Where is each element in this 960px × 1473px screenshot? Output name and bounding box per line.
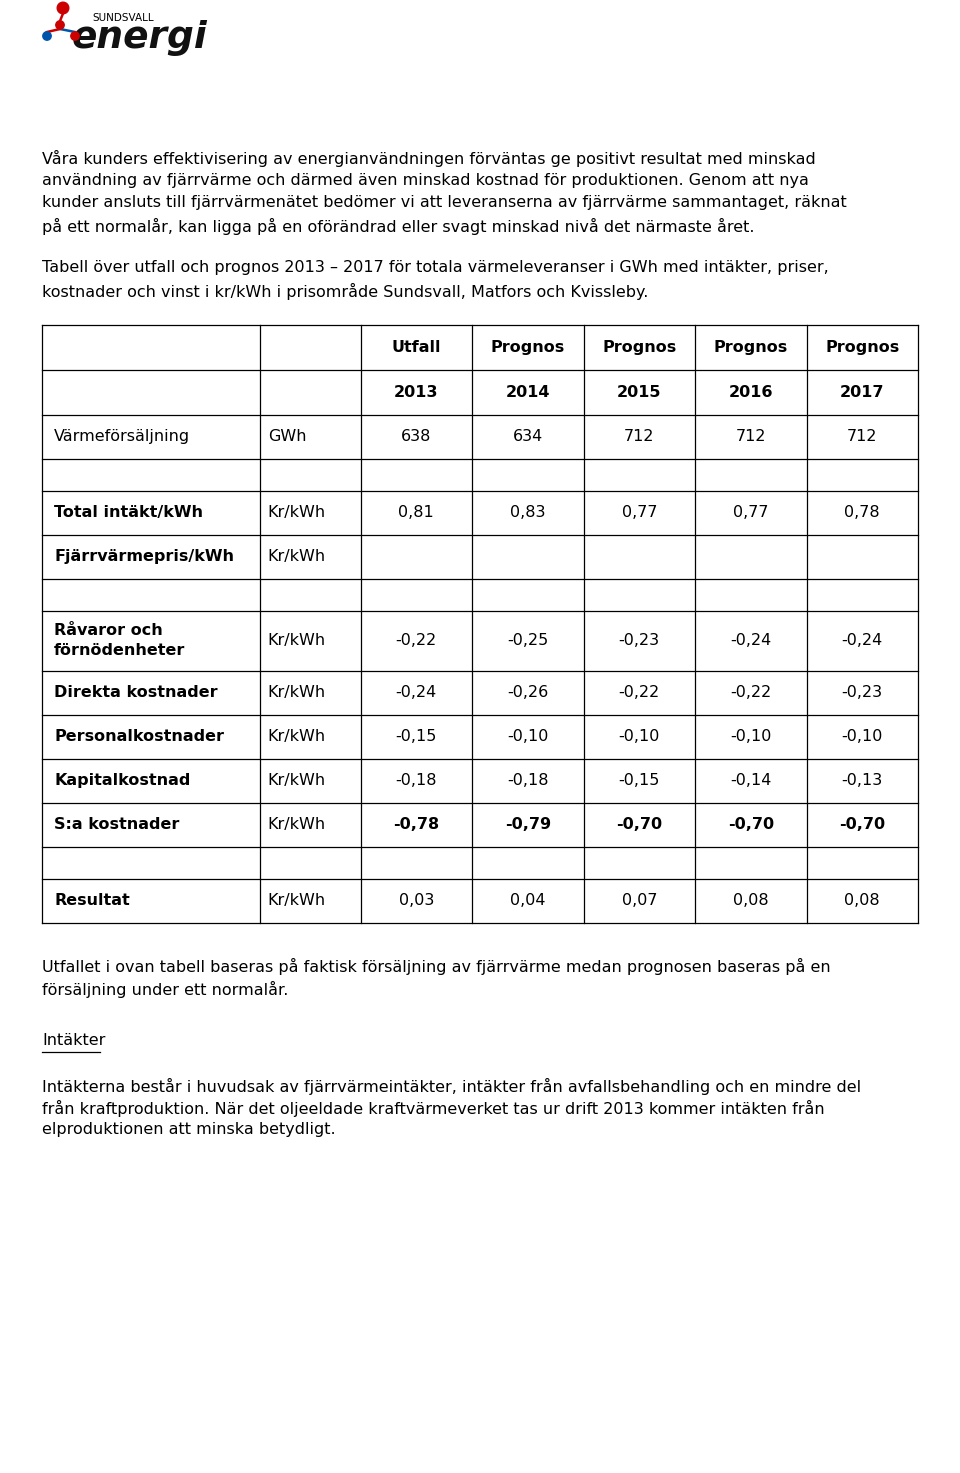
Text: Direkta kostnader: Direkta kostnader	[54, 685, 218, 701]
Text: Kr/kWh: Kr/kWh	[268, 549, 325, 564]
Text: -0,24: -0,24	[396, 685, 437, 701]
Text: 638: 638	[401, 430, 431, 445]
Text: Kr/kWh: Kr/kWh	[268, 505, 325, 520]
Text: Kr/kWh: Kr/kWh	[268, 633, 325, 648]
Text: -0,70: -0,70	[728, 818, 774, 832]
Text: Kr/kWh: Kr/kWh	[268, 894, 325, 909]
Text: Intäkter: Intäkter	[42, 1033, 106, 1047]
Text: SUNDSVALL: SUNDSVALL	[92, 13, 154, 24]
Text: -0,78: -0,78	[394, 818, 440, 832]
Text: -0,25: -0,25	[507, 633, 548, 648]
Text: förnödenheter: förnödenheter	[54, 644, 185, 658]
Text: Fjärrvärmepris/kWh: Fjärrvärmepris/kWh	[54, 549, 234, 564]
Text: -0,23: -0,23	[842, 685, 883, 701]
Text: -0,70: -0,70	[839, 818, 885, 832]
Text: 712: 712	[735, 430, 766, 445]
Circle shape	[56, 21, 64, 29]
Text: -0,15: -0,15	[618, 773, 660, 788]
Text: 0,78: 0,78	[845, 505, 880, 520]
Text: 0,07: 0,07	[621, 894, 657, 909]
Text: Kr/kWh: Kr/kWh	[268, 685, 325, 701]
Text: 0,08: 0,08	[845, 894, 880, 909]
Text: från kraftproduktion. När det oljeeldade kraftvärmeverket tas ur drift 2013 komm: från kraftproduktion. När det oljeeldade…	[42, 1100, 825, 1117]
Text: försäljning under ett normalår.: försäljning under ett normalår.	[42, 981, 288, 997]
Text: -0,10: -0,10	[842, 729, 883, 744]
Text: Prognos: Prognos	[491, 340, 564, 355]
Text: 0,08: 0,08	[732, 894, 769, 909]
Text: Prognos: Prognos	[826, 340, 900, 355]
Text: 2016: 2016	[729, 384, 773, 401]
Text: Utfall: Utfall	[392, 340, 441, 355]
Text: 712: 712	[847, 430, 877, 445]
Text: -0,22: -0,22	[731, 685, 772, 701]
Text: GWh: GWh	[268, 430, 306, 445]
Text: Prognos: Prognos	[713, 340, 788, 355]
Text: -0,18: -0,18	[507, 773, 548, 788]
Text: Utfallet i ovan tabell baseras på faktisk försäljning av fjärrvärme medan progno: Utfallet i ovan tabell baseras på faktis…	[42, 957, 830, 975]
Text: 2017: 2017	[840, 384, 884, 401]
Text: Resultat: Resultat	[54, 894, 130, 909]
Text: S:a kostnader: S:a kostnader	[54, 818, 180, 832]
Text: -0,79: -0,79	[505, 818, 551, 832]
Text: användning av fjärrvärme och därmed även minskad kostnad för produktionen. Genom: användning av fjärrvärme och därmed även…	[42, 172, 809, 187]
Text: på ett normalår, kan ligga på en oförändrad eller svagt minskad nivå det närmast: på ett normalår, kan ligga på en oföränd…	[42, 218, 755, 234]
Text: kostnader och vinst i kr/kWh i prisområde Sundsvall, Matfors och Kvissleby.: kostnader och vinst i kr/kWh i prisområd…	[42, 283, 648, 299]
Text: -0,14: -0,14	[730, 773, 772, 788]
Text: Råvaror och: Råvaror och	[54, 623, 163, 638]
Text: energi: energi	[72, 21, 207, 56]
Text: Kr/kWh: Kr/kWh	[268, 773, 325, 788]
Text: 0,81: 0,81	[398, 505, 434, 520]
Text: 2015: 2015	[617, 384, 661, 401]
Text: 634: 634	[513, 430, 543, 445]
Text: elproduktionen att minska betydligt.: elproduktionen att minska betydligt.	[42, 1122, 336, 1137]
Text: -0,24: -0,24	[842, 633, 883, 648]
Text: 0,04: 0,04	[510, 894, 545, 909]
Text: Kr/kWh: Kr/kWh	[268, 818, 325, 832]
Text: 0,03: 0,03	[398, 894, 434, 909]
Text: Värmeförsäljning: Värmeförsäljning	[54, 430, 190, 445]
Text: Tabell över utfall och prognos 2013 – 2017 för totala värmeleveranser i GWh med : Tabell över utfall och prognos 2013 – 20…	[42, 261, 828, 275]
Text: 2014: 2014	[506, 384, 550, 401]
Text: -0,22: -0,22	[396, 633, 437, 648]
Text: -0,13: -0,13	[842, 773, 883, 788]
Text: Kr/kWh: Kr/kWh	[268, 729, 325, 744]
Text: 0,77: 0,77	[621, 505, 657, 520]
Text: -0,26: -0,26	[507, 685, 548, 701]
Circle shape	[58, 1, 69, 13]
Text: kunder ansluts till fjärrvärmenätet bedömer vi att leveranserna av fjärrvärme sa: kunder ansluts till fjärrvärmenätet bedö…	[42, 194, 847, 211]
Text: 712: 712	[624, 430, 655, 445]
Text: -0,10: -0,10	[507, 729, 548, 744]
Text: Intäkterna består i huvudsak av fjärrvärmeintäkter, intäkter från avfallsbehandl: Intäkterna består i huvudsak av fjärrvär…	[42, 1078, 861, 1094]
Text: Kapitalkostnad: Kapitalkostnad	[54, 773, 190, 788]
Text: -0,10: -0,10	[618, 729, 660, 744]
Text: -0,15: -0,15	[396, 729, 437, 744]
Text: -0,23: -0,23	[618, 633, 660, 648]
Text: 0,77: 0,77	[733, 505, 769, 520]
Text: -0,24: -0,24	[731, 633, 772, 648]
Text: 0,83: 0,83	[510, 505, 545, 520]
Text: -0,10: -0,10	[730, 729, 772, 744]
Text: Prognos: Prognos	[602, 340, 677, 355]
Circle shape	[71, 32, 79, 40]
Text: 2013: 2013	[394, 384, 439, 401]
Circle shape	[43, 32, 51, 40]
Text: Personalkostnader: Personalkostnader	[54, 729, 224, 744]
Text: -0,70: -0,70	[616, 818, 662, 832]
Text: -0,22: -0,22	[618, 685, 660, 701]
Text: -0,18: -0,18	[396, 773, 437, 788]
Text: Total intäkt/kWh: Total intäkt/kWh	[54, 505, 203, 520]
Text: Våra kunders effektivisering av energianvändningen förväntas ge positivt resulta: Våra kunders effektivisering av energian…	[42, 150, 816, 166]
